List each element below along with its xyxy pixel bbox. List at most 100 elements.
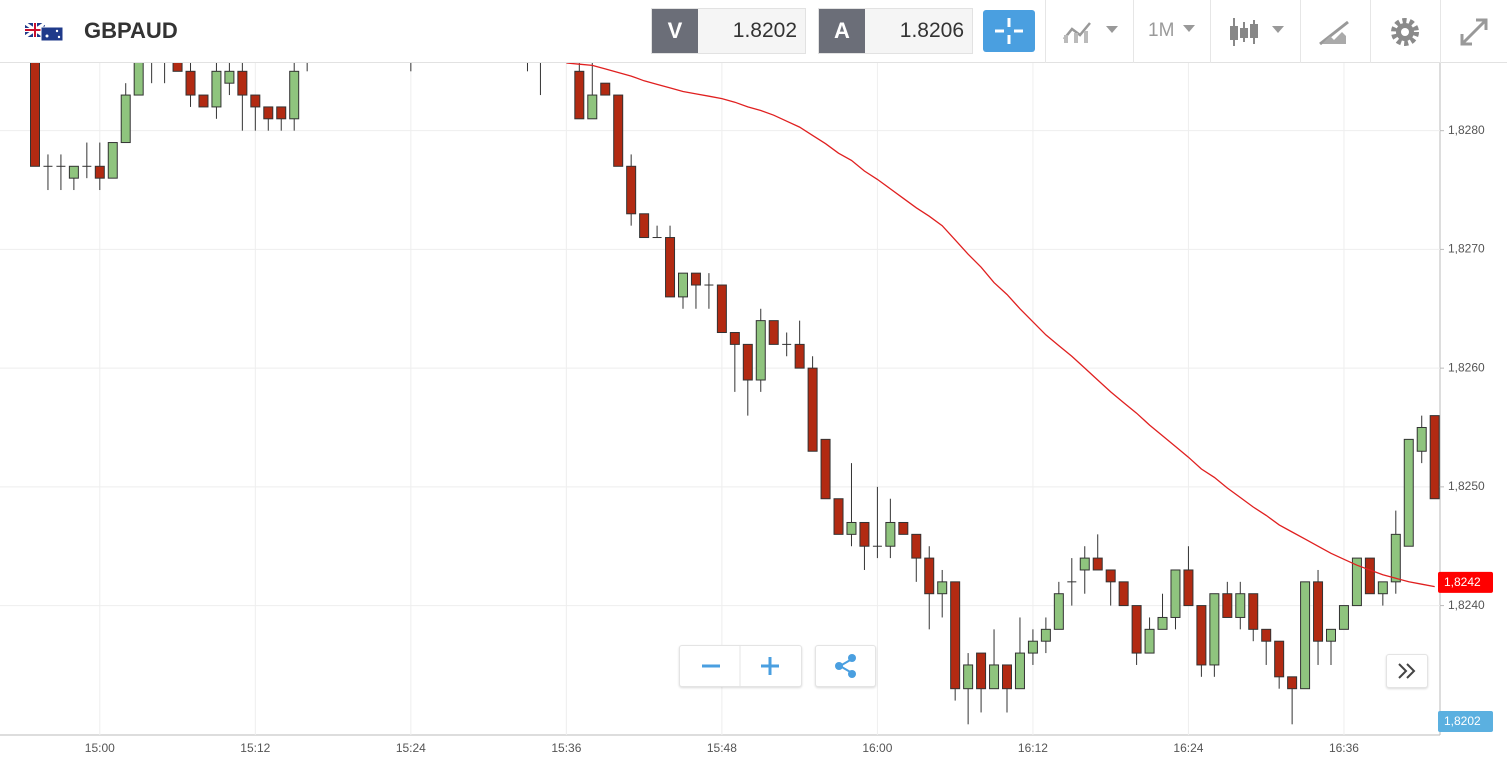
candle-body bbox=[833, 498, 844, 535]
buy-price-box[interactable]: A 1.8206 bbox=[818, 8, 973, 54]
candle-body bbox=[250, 94, 261, 108]
price-marker-label: 1,8242 bbox=[1444, 575, 1481, 589]
candle-body bbox=[626, 165, 637, 215]
drawing-tools-button[interactable] bbox=[1316, 14, 1356, 50]
share-button[interactable] bbox=[815, 645, 876, 687]
timeframe[interactable]: 1M bbox=[1148, 20, 1175, 41]
candle-body bbox=[716, 284, 727, 334]
x-tick-label: 15:36 bbox=[551, 741, 581, 755]
buy-label: A bbox=[819, 9, 865, 53]
dropdown-arrow bbox=[1183, 25, 1195, 32]
price-marker bbox=[1438, 571, 1493, 593]
candle-body bbox=[1326, 628, 1336, 642]
candle-body bbox=[1403, 438, 1414, 547]
candle-body bbox=[1144, 628, 1155, 654]
candle-body bbox=[1027, 640, 1038, 654]
candle-body bbox=[807, 367, 818, 452]
candle-body bbox=[950, 581, 961, 690]
candle-body bbox=[963, 664, 974, 690]
zoom-icons bbox=[702, 646, 779, 686]
candle-body bbox=[1364, 557, 1375, 595]
candle-body bbox=[1235, 593, 1246, 618]
candle-style-button[interactable] bbox=[1226, 14, 1296, 50]
candle-body bbox=[1261, 628, 1272, 642]
candle-body bbox=[1429, 415, 1440, 500]
candle-body bbox=[587, 94, 598, 120]
y-tick-label: 1,8250 bbox=[1448, 479, 1485, 493]
divider bbox=[1440, 0, 1441, 63]
candle-body bbox=[1131, 605, 1142, 654]
candle-body bbox=[1287, 676, 1298, 690]
candle-body bbox=[1092, 557, 1103, 571]
candle-body bbox=[82, 165, 92, 167]
x-tick-label: 16:24 bbox=[1173, 741, 1203, 755]
candle-body bbox=[224, 70, 235, 84]
plot-area bbox=[30, 63, 1440, 725]
chart-type-button[interactable] bbox=[1060, 17, 1130, 47]
candle-body bbox=[94, 165, 105, 179]
candle-body bbox=[1067, 581, 1077, 583]
settings-button[interactable] bbox=[1387, 14, 1423, 50]
candle-body bbox=[211, 70, 222, 108]
candle-body bbox=[107, 142, 118, 179]
scroll-right-button[interactable] bbox=[1386, 654, 1428, 688]
candle-body bbox=[782, 343, 792, 345]
candle-body bbox=[652, 237, 662, 239]
candle-body bbox=[1351, 557, 1362, 607]
candle-body bbox=[755, 320, 766, 381]
candle-body bbox=[56, 165, 66, 167]
candle-body bbox=[937, 581, 948, 595]
symbol: GBPAUD bbox=[84, 18, 178, 43]
sell-price: 1.8202 bbox=[732, 19, 797, 42]
scroll-icon bbox=[1398, 663, 1416, 679]
candle-body bbox=[859, 521, 870, 547]
candle-body bbox=[237, 70, 248, 96]
candle-body bbox=[1377, 581, 1388, 595]
candle-body bbox=[600, 82, 611, 96]
candle-body bbox=[1209, 593, 1220, 666]
candle-body bbox=[1105, 569, 1116, 583]
x-tick-label: 15:12 bbox=[240, 741, 270, 755]
x-tick-label: 16:12 bbox=[1018, 741, 1048, 755]
price-marker-label: 1,8202 bbox=[1444, 714, 1481, 728]
candle-body bbox=[690, 272, 701, 286]
x-tick-label: 16:36 bbox=[1329, 741, 1359, 755]
candle-body bbox=[263, 106, 274, 120]
divider bbox=[1210, 0, 1211, 63]
candle-body bbox=[1390, 533, 1401, 583]
candle-body bbox=[1313, 581, 1324, 642]
sell-price-box[interactable]: V 1.8202 bbox=[651, 8, 806, 54]
crosshair-button[interactable] bbox=[983, 10, 1035, 52]
candle-body bbox=[1053, 593, 1064, 630]
candle-body bbox=[185, 70, 196, 96]
y-tick-label: 1,8260 bbox=[1448, 360, 1485, 374]
candle-body bbox=[742, 343, 753, 381]
zoom-controls bbox=[679, 645, 802, 687]
sell-label: V bbox=[652, 9, 698, 53]
candle-body bbox=[1183, 569, 1194, 607]
candle-body bbox=[1274, 640, 1285, 678]
divider bbox=[1300, 0, 1301, 63]
candle-body bbox=[1300, 581, 1311, 690]
candle-body bbox=[120, 94, 131, 144]
candle-body bbox=[678, 272, 688, 298]
candle-body bbox=[30, 63, 40, 167]
candle-body bbox=[1118, 581, 1129, 607]
x-tick-label: 16:00 bbox=[862, 741, 892, 755]
x-tick-label: 15:48 bbox=[707, 741, 737, 755]
y-tick-label: 1,8280 bbox=[1448, 123, 1485, 137]
buy-price: 1.8206 bbox=[899, 19, 964, 42]
candle-body bbox=[911, 533, 922, 559]
candle-body bbox=[704, 284, 714, 286]
zoom-in-button[interactable] bbox=[761, 657, 779, 675]
moving-average-line bbox=[566, 63, 1435, 588]
candle-body bbox=[729, 332, 740, 345]
fullscreen-button[interactable] bbox=[1456, 14, 1492, 50]
crosshair-icon bbox=[995, 18, 1023, 44]
candle-body bbox=[976, 652, 987, 690]
candle-body bbox=[820, 438, 831, 500]
candle-body bbox=[1416, 426, 1427, 452]
candle-body bbox=[639, 213, 650, 239]
candle-body bbox=[1014, 652, 1025, 690]
